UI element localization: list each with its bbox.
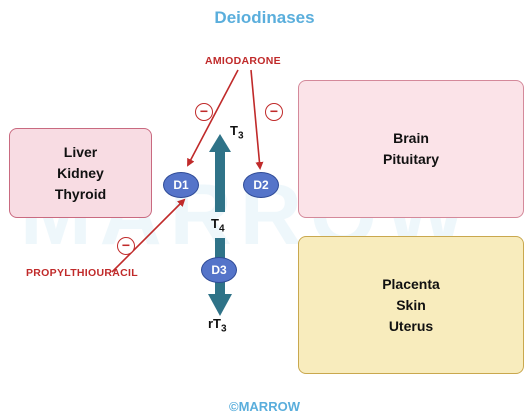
- tissue-liver: Liver: [63, 143, 98, 160]
- d1-tissue-box: Liver Kidney Thyroid: [9, 128, 152, 218]
- copyright-footer: ©MARROW: [229, 399, 300, 414]
- d3-tissue-box: Placenta Skin Uterus: [298, 236, 524, 374]
- enzyme-d3: D3: [201, 257, 237, 283]
- tissue-placenta: Placenta: [382, 275, 440, 292]
- t3-label: T3: [230, 123, 244, 142]
- tissue-thyroid: Thyroid: [54, 185, 107, 202]
- amiodarone-to-d2-line: [250, 69, 264, 170]
- tissue-kidney: Kidney: [57, 164, 104, 181]
- inhibition-icon-d1: −: [195, 103, 213, 121]
- inhibition-icon-d2: −: [265, 103, 283, 121]
- amiodarone-to-d1-line: [187, 69, 239, 167]
- t4-to-t3-arrow: [209, 134, 231, 212]
- ptu-to-d1-line: [111, 198, 186, 273]
- tissue-pituitary: Pituitary: [382, 151, 439, 167]
- enzyme-d2: D2: [243, 172, 279, 198]
- enzyme-d1: D1: [163, 172, 199, 198]
- tissue-skin: Skin: [396, 296, 426, 313]
- tissue-brain: Brain: [393, 130, 429, 146]
- rt3-label: rT3: [208, 316, 227, 335]
- d2-tissue-box: Brain Pituitary: [298, 80, 524, 218]
- amiodarone-label: AMIODARONE: [205, 55, 281, 67]
- propylthiouracil-label: PROPYLTHIOURACIL: [26, 267, 138, 279]
- inhibition-icon-ptu: −: [117, 237, 135, 255]
- diagram-title: Deiodinases: [214, 8, 315, 27]
- t4-label: T4: [211, 216, 225, 235]
- tissue-uterus: Uterus: [388, 317, 434, 334]
